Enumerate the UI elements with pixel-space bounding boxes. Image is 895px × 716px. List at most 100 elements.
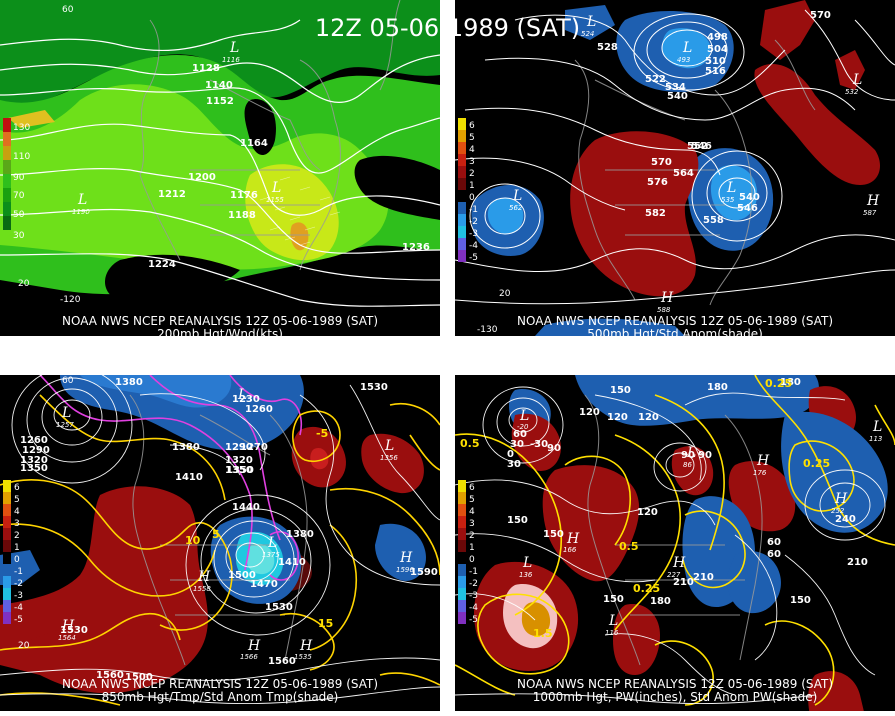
neg-anomaly-far-east: [375, 523, 426, 581]
main-title: 12Z 05-06-1989 (SAT): [314, 14, 581, 42]
contour-label: 90: [698, 450, 712, 461]
low-center-value: 1375: [262, 551, 280, 559]
contour-label: 1212: [158, 189, 186, 200]
contour-label: 180: [780, 377, 801, 388]
contour-label: 1260: [20, 435, 48, 446]
contour-label: 210: [847, 557, 868, 568]
contour-label: 564: [673, 168, 694, 179]
low-center-symbol: L: [519, 408, 529, 424]
weak-wind-3: [105, 254, 240, 300]
contour-label: 1350: [20, 463, 48, 474]
legend-label: -5: [14, 615, 23, 625]
contour-label: 210: [673, 577, 694, 588]
contour-label: 540: [667, 91, 688, 102]
low-center-value: 116: [605, 629, 619, 637]
legend-label: -5: [469, 615, 478, 625]
high-center-symbol: H: [247, 638, 261, 654]
legend-label: 6: [469, 121, 475, 131]
pos-anomaly-central: [570, 131, 699, 297]
neg-anomaly-south: [726, 551, 781, 614]
contour-label: 60: [513, 429, 527, 440]
contour-label: 1140: [205, 80, 233, 91]
legend-label: 4: [469, 145, 475, 155]
lon-label: -120: [60, 295, 81, 305]
legend-label: 3: [14, 519, 20, 529]
legend-label: 3: [469, 157, 475, 167]
contour-label: 1176: [230, 190, 258, 201]
contour-label: 1320: [225, 455, 253, 466]
legend-label: -4: [14, 603, 23, 613]
contour-label: 120: [607, 412, 628, 423]
legend-label: 130: [13, 123, 30, 133]
legend-label: 0: [469, 555, 475, 565]
contour-label: 1590: [410, 567, 438, 578]
low-center-symbol: L: [229, 40, 239, 56]
weak-wind-4: [0, 260, 440, 336]
high-center-symbol: H: [672, 555, 686, 571]
contour-label: 1530: [360, 382, 388, 393]
contour-label: 552: [687, 141, 708, 152]
contour-label: 90: [681, 450, 695, 461]
contour-label: 1350: [226, 465, 254, 476]
neg-anomaly-north: [60, 375, 304, 451]
panel-caption-source: NOAA NWS NCEP REANALYSIS 12Z 05-06-1989 …: [516, 314, 834, 328]
legend-label: 1: [469, 543, 475, 553]
legend-label: -5: [469, 253, 478, 263]
panel-caption-source: NOAA NWS NCEP REANALYSIS 12Z 05-06-1989 …: [61, 314, 379, 328]
contour-label: 30: [507, 459, 521, 470]
contour-label: 150: [543, 529, 564, 540]
legend-label: 5: [469, 495, 475, 505]
contour-label: 180: [707, 382, 728, 393]
pw-label: 0.5: [619, 540, 639, 553]
contour-label: 1500: [228, 570, 256, 581]
contour-label: 1470: [250, 579, 278, 590]
contour-label: 1260: [245, 404, 273, 415]
map-200mb: 130 110 90 70 50 30 1128 1140 1152 1164 …: [0, 0, 440, 336]
contour-label: 570: [810, 10, 831, 21]
legend-label: -3: [469, 229, 478, 239]
pos-anomaly-ne3: [835, 50, 865, 90]
legend-label: 70: [13, 191, 25, 201]
contour-label: 1500: [125, 672, 153, 683]
panel-200mb: 130 110 90 70 50 30 1128 1140 1152 1164 …: [0, 0, 440, 336]
contour-label: 1530: [265, 602, 293, 613]
neg-anomaly-nw: [565, 5, 615, 40]
panel-caption-variable: 850mb Hgt/Tmp/Std Anom Tmp(shade): [101, 690, 339, 704]
legend-label: -3: [469, 591, 478, 601]
legend-850mb: [3, 480, 11, 624]
low-center-symbol: L: [512, 188, 522, 204]
contour-label: 1320: [20, 455, 48, 466]
wind-shade-orange-nw: [8, 110, 55, 128]
temp-label: 15: [318, 617, 333, 630]
legend-label: 5: [14, 495, 20, 505]
contour-label: 180: [650, 596, 671, 607]
legend-label: 2: [469, 169, 475, 179]
legend-label: 50: [13, 210, 25, 220]
contour-label: 1164: [240, 138, 268, 149]
legend-label: 1: [469, 181, 475, 191]
legend-label: 30: [13, 231, 25, 241]
contour-label: 1236: [402, 242, 430, 253]
legend-label: 6: [469, 483, 475, 493]
low-center-symbol: L: [682, 40, 692, 56]
contour-label: 240: [835, 514, 856, 525]
contour-label: 546: [737, 203, 758, 214]
legend-500mb: [458, 118, 466, 262]
contour-label: 150: [603, 594, 624, 605]
low-center-symbol: L: [61, 405, 71, 421]
contour-label: 540: [739, 192, 760, 203]
pw-label: 1.5: [533, 627, 553, 640]
contour-label: 30: [510, 439, 524, 450]
legend-label: -3: [14, 591, 23, 601]
high-center-symbol: H: [756, 453, 770, 469]
contour-label: 1200: [188, 172, 216, 183]
high-center-value: 587: [863, 209, 877, 217]
high-center-symbol: H: [660, 290, 674, 306]
high-center-value: 1596: [396, 566, 414, 574]
low-center-value: 1155: [266, 196, 284, 204]
contour-label: 1410: [175, 472, 203, 483]
high-center-value: 176: [753, 469, 767, 477]
pw-label: 0.5: [460, 437, 480, 450]
panel-500mb: 6 5 4 3 2 1 0 -1 -2 -3 -4 -5 528 534 540…: [455, 0, 895, 336]
legend-label: 2: [14, 531, 20, 541]
